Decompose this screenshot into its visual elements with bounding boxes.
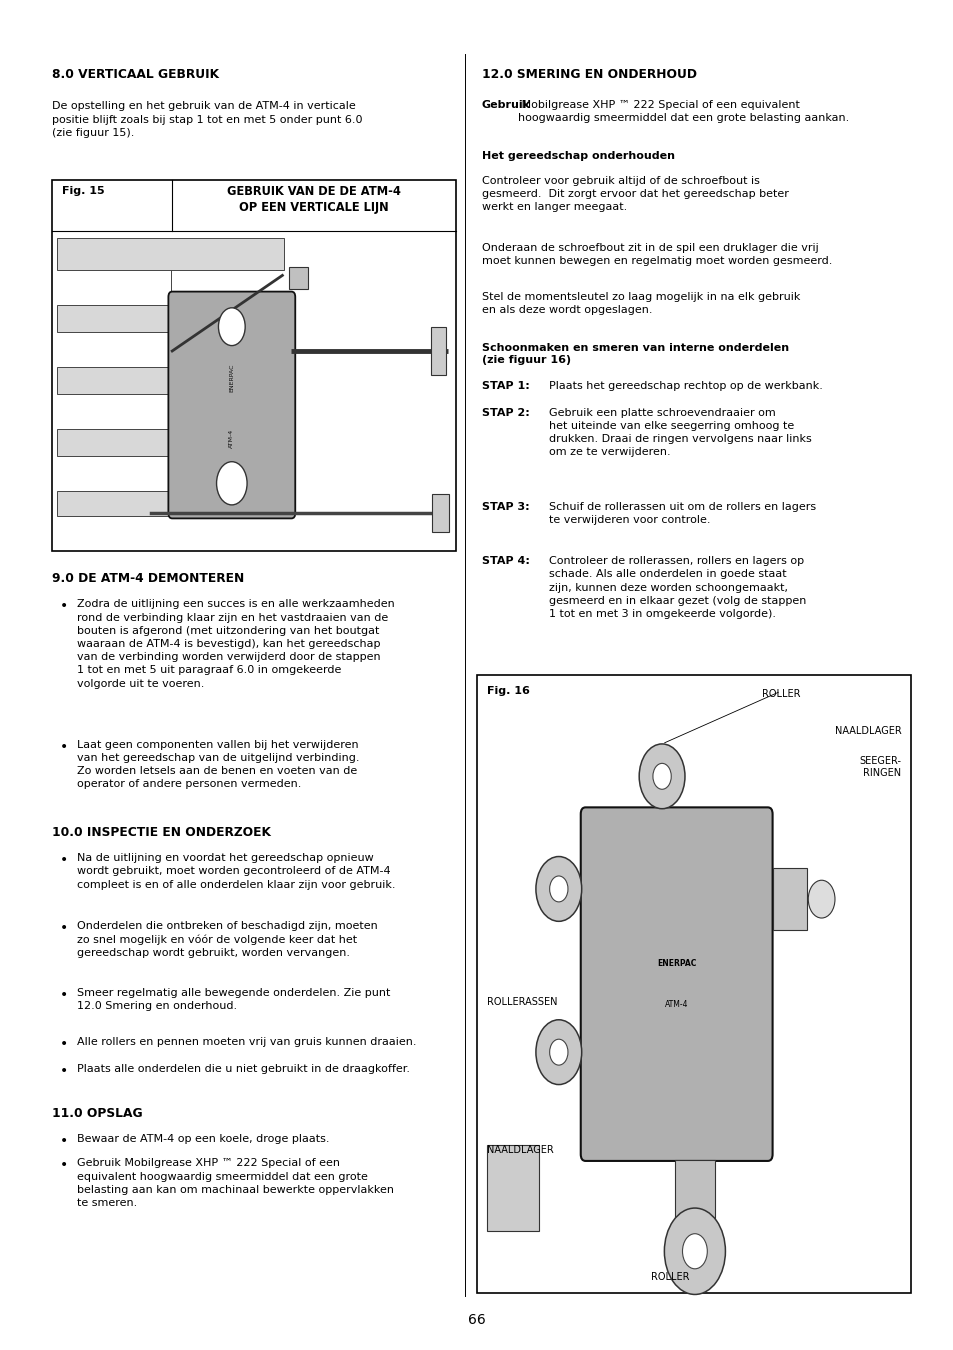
Text: •: • — [60, 740, 69, 753]
Text: 8.0 VERTICAAL GEBRUIK: 8.0 VERTICAAL GEBRUIK — [52, 68, 219, 81]
Text: •: • — [60, 599, 69, 613]
Text: Mobilgrease XHP ™ 222 Special of een equivalent
hoogwaardig smeermiddel dat een : Mobilgrease XHP ™ 222 Special of een equ… — [518, 100, 849, 123]
Text: ATM-4: ATM-4 — [664, 1000, 688, 1008]
Text: Plaats het gereedschap rechtop op de werkbank.: Plaats het gereedschap rechtop op de wer… — [548, 381, 821, 390]
Text: Bewaar de ATM-4 op een koele, droge plaats.: Bewaar de ATM-4 op een koele, droge plaa… — [77, 1134, 330, 1143]
Text: Fig. 15: Fig. 15 — [62, 186, 105, 196]
FancyBboxPatch shape — [580, 807, 772, 1161]
Text: Onderdelen die ontbreken of beschadigd zijn, moeten
zo snel mogelijk en vóór de : Onderdelen die ontbreken of beschadigd z… — [77, 921, 377, 957]
Circle shape — [218, 308, 245, 346]
Circle shape — [652, 763, 671, 790]
Circle shape — [549, 1040, 567, 1065]
Text: Schuif de rollerassen uit om de rollers en lagers
te verwijderen voor controle.: Schuif de rollerassen uit om de rollers … — [548, 502, 815, 525]
Text: 10.0 INSPECTIE EN ONDERZOEK: 10.0 INSPECTIE EN ONDERZOEK — [52, 826, 271, 840]
Text: Zodra de uitlijning een succes is en alle werkzaamheden
rond de verbinding klaar: Zodra de uitlijning een succes is en all… — [77, 599, 395, 688]
Bar — [57, 238, 284, 270]
Bar — [476, 675, 910, 1293]
Text: ENERPAC: ENERPAC — [657, 960, 696, 968]
Bar — [772, 868, 806, 930]
Circle shape — [536, 856, 581, 921]
Text: •: • — [60, 988, 69, 1002]
Text: 66: 66 — [468, 1314, 485, 1327]
Text: Schoonmaken en smeren van interne onderdelen
(zie figuur 16): Schoonmaken en smeren van interne onderd… — [481, 343, 788, 366]
Circle shape — [549, 876, 567, 902]
Text: 9.0 DE ATM-4 DEMONTEREN: 9.0 DE ATM-4 DEMONTEREN — [52, 572, 245, 586]
Text: ENERPAC: ENERPAC — [229, 363, 234, 393]
Text: GEBRUIK VAN DE DE ATM-4
OP EEN VERTICALE LIJN: GEBRUIK VAN DE DE ATM-4 OP EEN VERTICALE… — [227, 185, 400, 213]
Circle shape — [639, 744, 684, 809]
Text: NAALDLAGER: NAALDLAGER — [834, 726, 901, 736]
Bar — [486, 1145, 538, 1231]
Text: Alle rollers en pennen moeten vrij van gruis kunnen draaien.: Alle rollers en pennen moeten vrij van g… — [77, 1037, 416, 1046]
Bar — [431, 327, 446, 375]
Text: Fig. 16: Fig. 16 — [486, 686, 529, 695]
Text: STAP 2:: STAP 2: — [481, 408, 529, 417]
Circle shape — [536, 1019, 581, 1084]
Text: 11.0 OPSLAG: 11.0 OPSLAG — [52, 1107, 143, 1120]
Text: •: • — [60, 1064, 69, 1077]
Text: Gebruik Mobilgrease XHP ™ 222 Special of een
equivalent hoogwaardig smeermiddel : Gebruik Mobilgrease XHP ™ 222 Special of… — [77, 1158, 394, 1208]
Text: Onderaan de schroefbout zit in de spil een druklager die vrij
moet kunnen bewege: Onderaan de schroefbout zit in de spil e… — [481, 243, 831, 266]
Text: ROLLER: ROLLER — [760, 688, 800, 698]
Text: Stel de momentsleutel zo laag mogelijk in na elk gebruik
en als deze wordt opges: Stel de momentsleutel zo laag mogelijk i… — [481, 292, 800, 315]
Text: STAP 1:: STAP 1: — [481, 381, 529, 390]
Text: SEEGER-
RINGEN: SEEGER- RINGEN — [859, 756, 901, 778]
Circle shape — [681, 1234, 706, 1269]
Text: Het gereedschap onderhouden: Het gereedschap onderhouden — [481, 151, 674, 161]
Text: Plaats alle onderdelen die u niet gebruikt in de draagkoffer.: Plaats alle onderdelen die u niet gebrui… — [77, 1064, 410, 1073]
Text: ROLLER: ROLLER — [650, 1273, 688, 1282]
Bar — [57, 491, 284, 516]
Bar — [52, 180, 456, 551]
Bar — [57, 305, 284, 332]
Text: Controleer de rollerassen, rollers en lagers op
schade. Als alle onderdelen in g: Controleer de rollerassen, rollers en la… — [548, 556, 805, 620]
Circle shape — [807, 880, 834, 918]
Text: De opstelling en het gebruik van de ATM-4 in verticale
positie blijft zoals bij : De opstelling en het gebruik van de ATM-… — [52, 101, 362, 139]
Text: Controleer voor gebruik altijd of de schroefbout is
gesmeerd.  Dit zorgt ervoor : Controleer voor gebruik altijd of de sch… — [481, 176, 788, 212]
Bar — [289, 267, 308, 289]
Text: Laat geen componenten vallen bij het verwijderen
van het gereedschap van de uitg: Laat geen componenten vallen bij het ver… — [77, 740, 359, 790]
Text: Smeer regelmatig alle bewegende onderdelen. Zie punt
12.0 Smering en onderhoud.: Smeer regelmatig alle bewegende onderdel… — [77, 988, 390, 1011]
Bar — [432, 494, 449, 532]
Text: NAALDLAGER: NAALDLAGER — [486, 1145, 553, 1154]
Text: •: • — [60, 1134, 69, 1148]
Text: STAP 4:: STAP 4: — [481, 556, 529, 566]
Text: Gebruik: Gebruik — [481, 100, 530, 109]
Bar — [57, 429, 284, 456]
Text: ATM-4: ATM-4 — [229, 429, 234, 448]
Text: STAP 3:: STAP 3: — [481, 502, 529, 512]
Circle shape — [216, 462, 247, 505]
Text: ROLLERASSEN: ROLLERASSEN — [486, 996, 557, 1007]
Text: •: • — [60, 853, 69, 867]
Bar — [674, 1160, 714, 1243]
FancyBboxPatch shape — [168, 292, 295, 518]
Circle shape — [663, 1208, 724, 1295]
Text: •: • — [60, 921, 69, 934]
Bar — [57, 367, 284, 394]
Text: 12.0 SMERING EN ONDERHOUD: 12.0 SMERING EN ONDERHOUD — [481, 68, 696, 81]
Text: Na de uitlijning en voordat het gereedschap opnieuw
wordt gebruikt, moet worden : Na de uitlijning en voordat het gereedsc… — [77, 853, 395, 890]
Text: •: • — [60, 1037, 69, 1050]
Text: •: • — [60, 1158, 69, 1172]
Text: Gebruik een platte schroevendraaier om
het uiteinde van elke seegerring omhoog t: Gebruik een platte schroevendraaier om h… — [548, 408, 810, 458]
